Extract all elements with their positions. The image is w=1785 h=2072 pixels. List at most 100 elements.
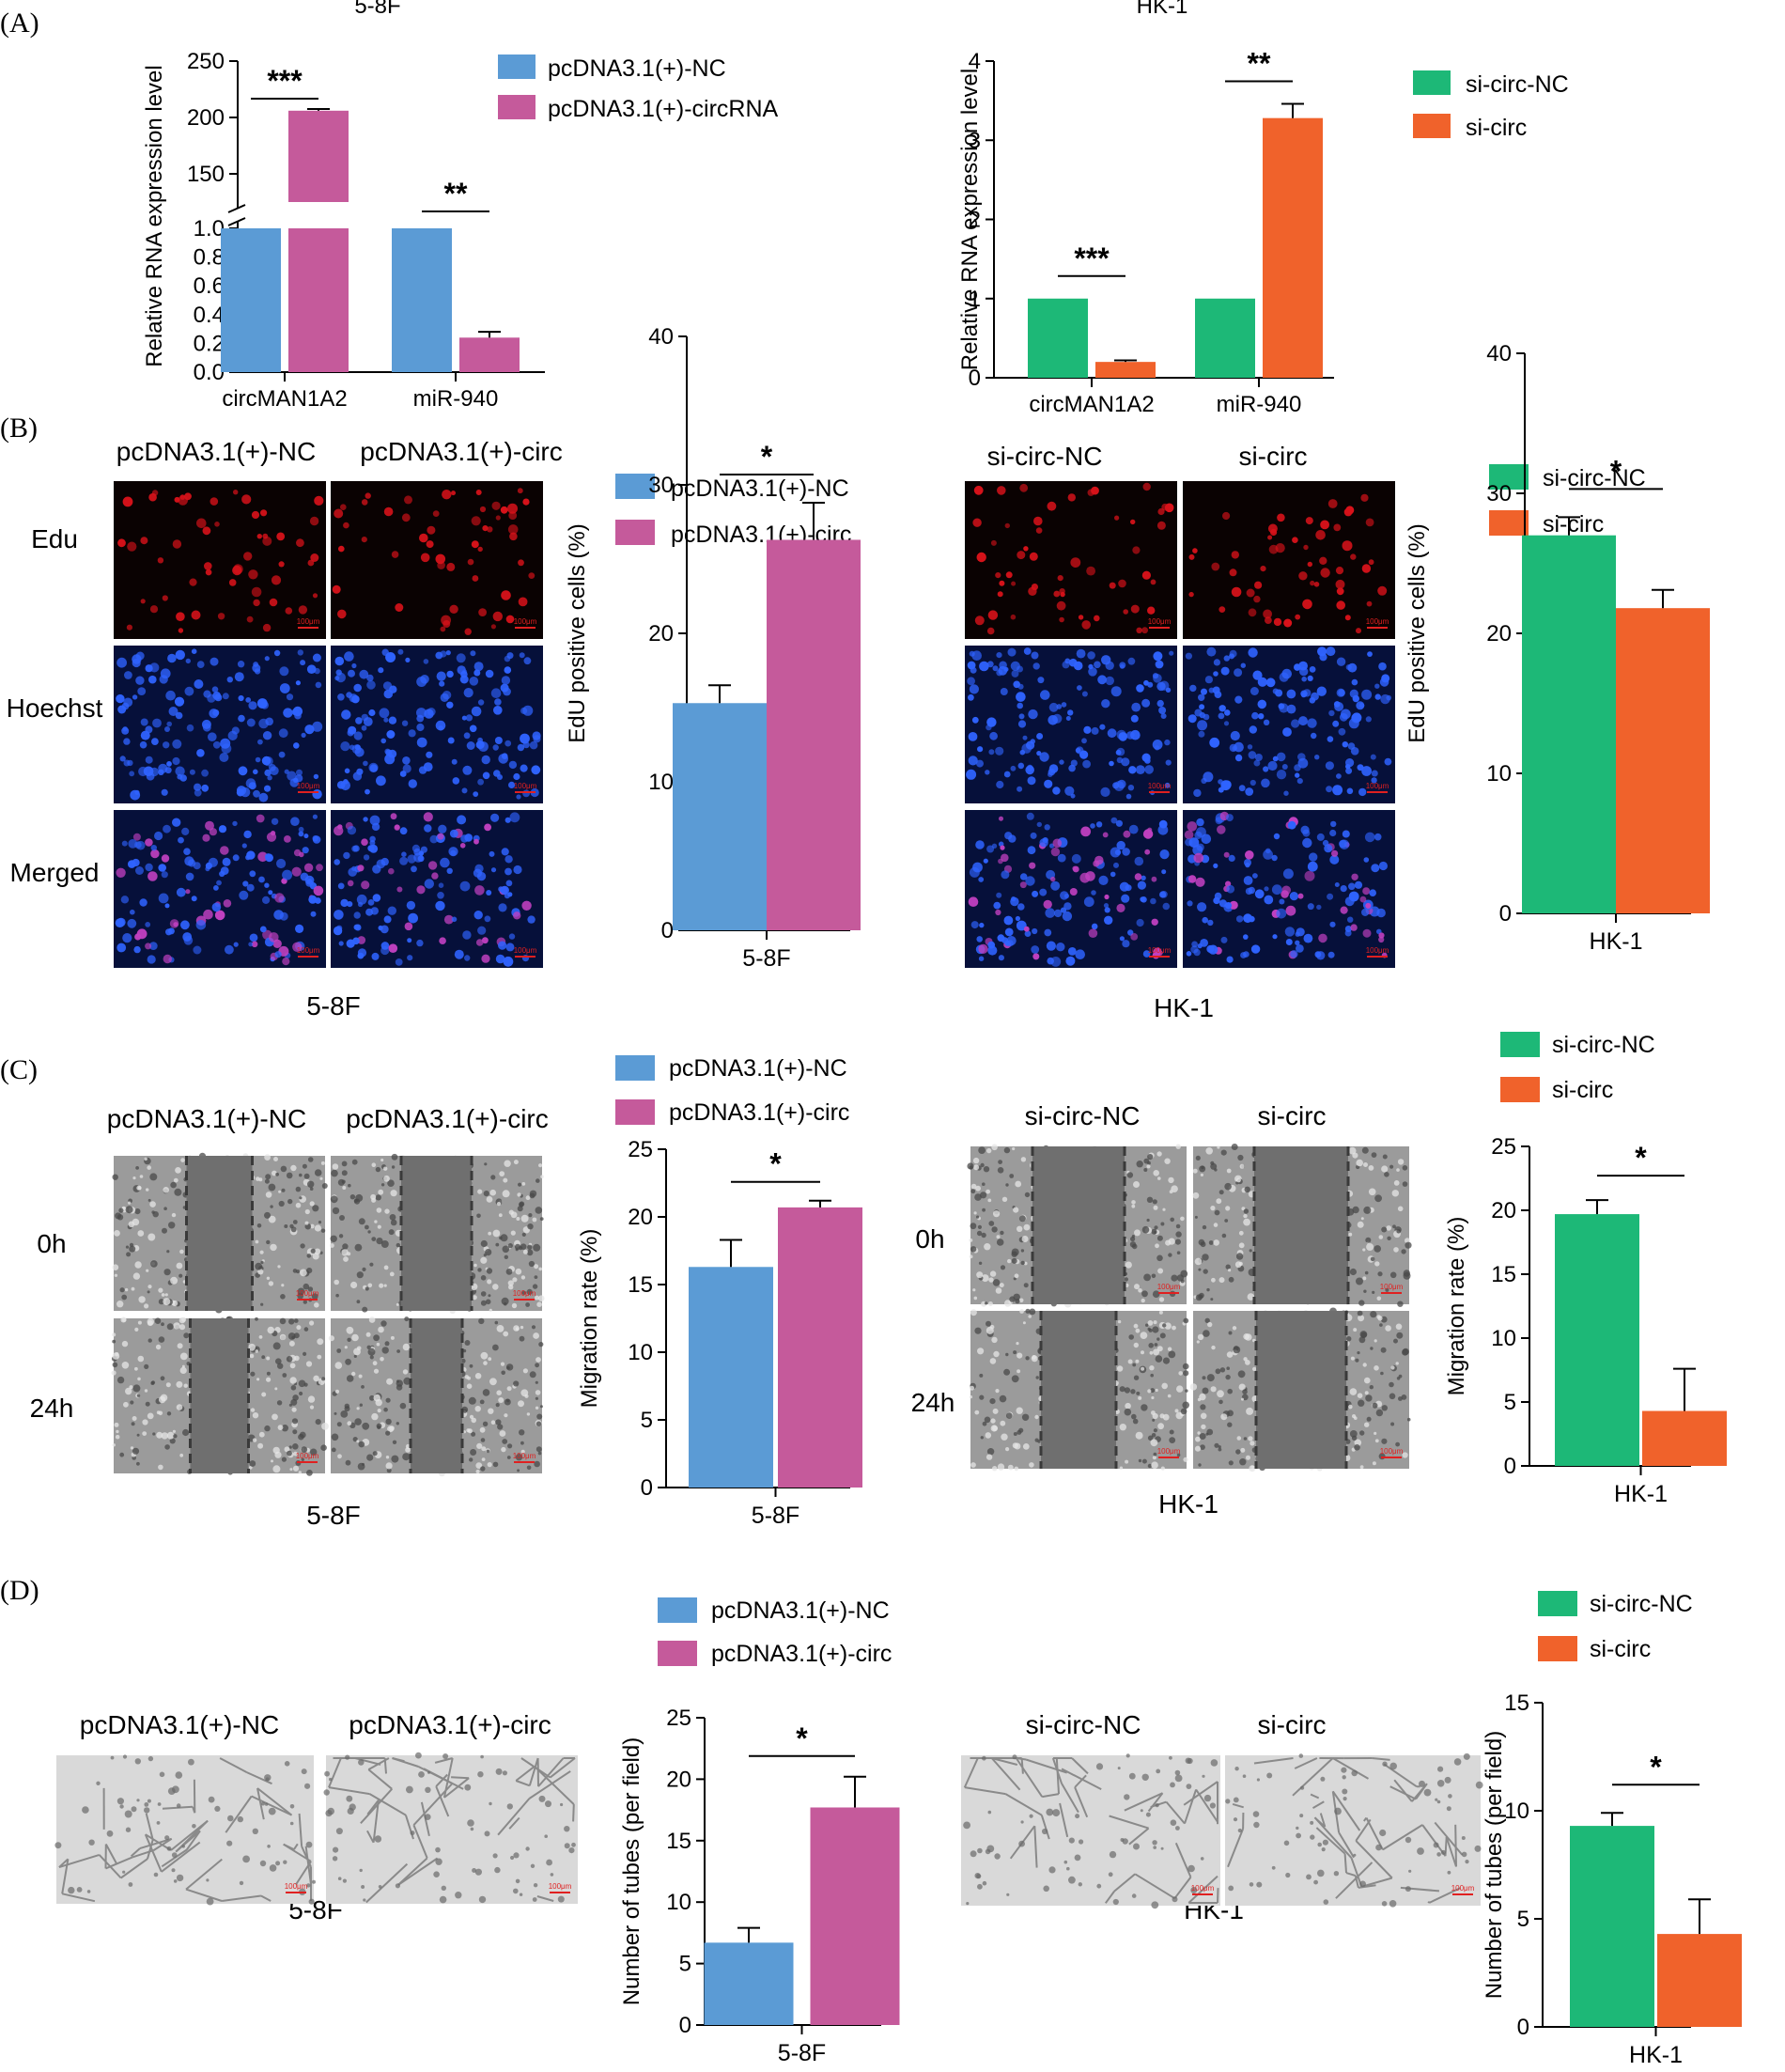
micro-c-hk-1-circ-24h-cell (1194, 1445, 1202, 1452)
micro-c-hk-1-circ-0h-cell (1218, 1277, 1225, 1284)
micro-b-hk-1-nc-hoechst-nucleus (1159, 680, 1170, 691)
micro-b-hk-1-nc-edu-nucleus (1114, 515, 1120, 521)
chart-D-5-8F-x-label: 5-8F (778, 2040, 826, 2066)
micro-d-hk-1-circ-cell (1323, 1899, 1329, 1905)
micro-b-hk-1-circ-merged-nucleus (1314, 951, 1322, 958)
micro-c-hk-1-nc-24h-cell (1124, 1408, 1132, 1416)
micro-d-hk-1-circ-cell (1463, 1753, 1470, 1760)
micro-b-5-8f-circ-hoechst-nucleus (504, 740, 512, 747)
micro-d-5-8f-circ-cell (441, 1885, 446, 1892)
micro-b-5-8f-nc-merged-nucleus (243, 830, 252, 839)
micro-b-hk-1-nc-hoechst-nucleus (1144, 765, 1154, 774)
micro-c-hk-1-nc-24h-cell (997, 1463, 1005, 1471)
micro-b-hk-1-circ-edu-nucleus (1335, 567, 1344, 575)
micro-b-hk-1-nc-hoechst-nucleus (1131, 702, 1141, 712)
micro-b-5-8f-nc-edu-nucleus (191, 610, 201, 620)
micro-c-hk-1-circ-24h-cell (1364, 1391, 1369, 1395)
micro-c-hk-1-nc-24h-cell (1130, 1389, 1136, 1394)
micro-c-hk-1-circ-24h-cell (1401, 1394, 1407, 1400)
micro-b-5-8f-circ-merged-nucleus (495, 954, 505, 964)
micro-b-5-8f-nc-hoechst-nucleus (315, 681, 322, 689)
micro-b-5-8f-circ-hoechst-nucleus (427, 708, 436, 716)
micro-c-5-8f-nc-24h-cell (164, 1444, 170, 1450)
micro-b-5-8f-nc-hoechst-nucleus (172, 739, 182, 749)
micro-b-hk-1-nc-hoechst-nucleus (995, 746, 1004, 756)
micro-b-5-8f-nc-hoechst-nucleus (245, 697, 252, 703)
micro-b-hk-1-nc-hoechst-nucleus (1081, 738, 1087, 744)
micro-c-hk-1-circ-0h-cell (1200, 1173, 1203, 1176)
micro-c-hk-1-nc-24h-cell (1119, 1386, 1125, 1393)
micro-c-hk-1-nc-24h-cell (1132, 1418, 1139, 1425)
micro-b-5-8f-nc-merged-nucleus (222, 857, 231, 866)
micro-c-hk-1-circ-0h-cell (1392, 1224, 1396, 1229)
micro-b-5-8f-circ-edu-nucleus (491, 501, 501, 510)
chart-C-5-8F-y-tick-label: 20 (628, 1205, 653, 1230)
micro-b-5-8f-nc-hoechst-nucleus (168, 707, 178, 716)
micro-d-hk-1-circ-cell (1437, 1766, 1444, 1772)
micro-c-5-8f-circ-24h-cell (535, 1390, 541, 1395)
micro-c-5-8f-nc-24h-cell (281, 1457, 287, 1462)
micro-b-5-8f-nc-hoechst-nucleus (127, 759, 133, 767)
micro-b-hk-1-nc-merged-nucleus (1024, 930, 1032, 937)
micro-c-5-8f-nc-24h-cell (112, 1443, 116, 1447)
micro-d-hk-1-circ-cell (1379, 1829, 1387, 1837)
micro-b-5-8f-nc-edu-nucleus (232, 565, 242, 576)
micro-b-5-8f-circ-merged-nucleus (424, 879, 434, 889)
micro-c-hk-1-nc-24h-cell (1155, 1388, 1158, 1393)
micro-c-5-8f-nc-24h-cell (180, 1316, 187, 1322)
micro-d-hk-1-circ-cell (1446, 1806, 1451, 1812)
micro-b-hk-1-nc-hoechst-nucleus (1073, 661, 1083, 671)
micro-d-5-8f-circ: 100μm (323, 1752, 578, 1904)
micro-b-5-8f-nc-merged-bg (114, 810, 326, 968)
micro-c-5-8f-circ-24h-cell (353, 1348, 361, 1356)
micro-b-hk-1-circ-hoechst-nucleus (1185, 652, 1192, 660)
micro-d-5-8f-nc-cell (304, 1783, 311, 1789)
micro-c-5-8f-nc-24h-cell (249, 1460, 256, 1467)
micro-b-5-8f-nc-hoechst-nucleus (132, 658, 141, 668)
micro-b-5-8f-circ-hoechst-nucleus (461, 715, 467, 721)
micro-c-hk-1-circ-24h-cell (1389, 1381, 1394, 1388)
micro-c-5-8f-nc-24h-cell (161, 1322, 164, 1327)
micro-b-5-8f-nc-merged-nucleus (127, 918, 137, 928)
micro-b-hk-1-nc-edu-nucleus (1130, 519, 1136, 525)
micro-c-5-8f-circ-24h-cell (506, 1386, 512, 1392)
micro-c-5-8f-circ-24h-cell (381, 1347, 389, 1354)
micro-b-hk-1-nc-merged-nucleus (1046, 941, 1056, 951)
micro-d-5-8f-nc-cell (242, 1855, 250, 1863)
micro-c-5-8f-circ-0h-cell (540, 1175, 544, 1178)
micro-c-5-8f-nc-0h-cell (179, 1249, 184, 1254)
micro-c-hk-1-circ-0h-cell (1192, 1192, 1200, 1199)
micro-b-5-8f-circ-edu-nucleus (404, 495, 412, 505)
micro-b-5-8f-nc-merged-nucleus (116, 867, 126, 878)
micro-c-hk-1-nc-0h-cell (981, 1232, 986, 1239)
micro-b-5-8f-nc-hoechst-nucleus (135, 651, 145, 661)
micro-b-hk-1-circ-edu-nucleus (1218, 606, 1226, 613)
micro-c-5-8f-nc-0h-cell (175, 1167, 181, 1174)
micro-d-hk-1-circ-cell (1237, 1828, 1242, 1833)
micro-b-hk-1-nc-hoechst-nucleus (1088, 667, 1097, 677)
micro-d-hk-1-circ-cell (1228, 1885, 1234, 1892)
micro-d-hk-1-nc-cell (1169, 1755, 1172, 1760)
caption-b-hk-1: HK-1 (1154, 993, 1214, 1022)
micro-c-5-8f-nc-24h-cell (134, 1366, 138, 1371)
micro-d-5-8f-circ-cell (467, 1819, 474, 1827)
micro-c-hk-1-circ-0h-cell (1378, 1235, 1384, 1239)
micro-c-hk-1-circ-0h-cell (1356, 1277, 1363, 1285)
legend-swatch-c-sinc (1500, 1032, 1540, 1057)
micro-b-hk-1-circ-merged-nucleus (1354, 880, 1363, 889)
micro-b-hk-1-nc-merged-nucleus (1029, 862, 1036, 869)
micro-b-5-8f-circ-hoechst-nucleus (337, 693, 345, 701)
micro-d-hk-1-nc-tube (1184, 1789, 1198, 1824)
micro-c-hk-1-nc-0h-cell (1003, 1146, 1011, 1154)
micro-c-hk-1-nc-0h-cell (1152, 1290, 1160, 1298)
micro-c-5-8f-circ-0h-cell (499, 1171, 505, 1176)
micro-b-5-8f-circ-merged-nucleus (348, 867, 358, 877)
micro-c-hk-1-nc-24h-cell (992, 1466, 998, 1472)
micro-d-5-8f-nc-cell (289, 1804, 295, 1809)
micro-b-hk-1-circ-merged-nucleus (1187, 875, 1197, 883)
micro-c-5-8f-circ-24h-cell (353, 1354, 357, 1358)
micro-b-hk-1-nc-edu-nucleus (1057, 575, 1063, 582)
micro-b-hk-1-nc-merged-nucleus (1001, 853, 1009, 863)
micro-b-5-8f-nc-edu-nucleus (151, 490, 159, 496)
micro-c-hk-1-nc-0h-cell (992, 1279, 1001, 1286)
